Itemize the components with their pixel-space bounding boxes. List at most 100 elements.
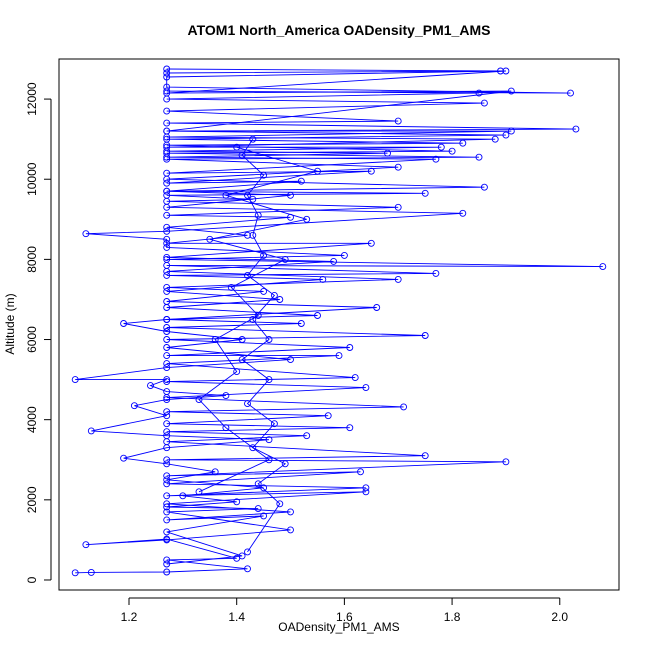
data-point: [222, 392, 230, 400]
data-point: [362, 484, 370, 492]
data-point: [163, 223, 171, 231]
data-point: [260, 251, 268, 259]
data-point: [244, 565, 251, 573]
data-point: [163, 508, 171, 516]
data-point: [163, 412, 171, 420]
data-point: [244, 400, 251, 408]
data-point: [163, 87, 171, 95]
data-point: [249, 444, 257, 452]
data-point: [163, 107, 171, 115]
data-point: [475, 153, 483, 161]
data-point: [120, 454, 128, 462]
x-tick-label: 2.0: [551, 610, 568, 624]
data-point: [163, 560, 171, 568]
series-line: [241, 138, 287, 553]
data-point: [254, 480, 262, 488]
data-point: [265, 456, 273, 464]
data-point: [254, 505, 262, 513]
x-tick-label: 1.4: [228, 610, 245, 624]
series-line: [75, 68, 603, 574]
data-point: [249, 135, 257, 143]
data-point: [163, 480, 171, 488]
data-point: [303, 432, 311, 440]
data-point: [163, 428, 171, 436]
data-point: [195, 396, 203, 404]
data-point: [195, 488, 203, 496]
data-point: [335, 352, 343, 360]
data-point: [163, 516, 171, 524]
data-point: [163, 239, 171, 247]
data-point: [421, 332, 429, 339]
data-point: [297, 320, 305, 327]
data-point: [324, 412, 332, 420]
data-point: [163, 133, 171, 141]
data-point: [222, 191, 230, 199]
data-point: [459, 209, 467, 217]
data-point: [244, 191, 251, 199]
data-point: [314, 167, 321, 175]
data-point: [163, 316, 171, 323]
series-layer: [71, 65, 607, 577]
y-tick-label: 0: [25, 576, 39, 583]
x-tick-label: 1.6: [336, 610, 353, 624]
data-point: [163, 394, 171, 402]
data-point: [163, 396, 171, 404]
data-point: [163, 336, 171, 343]
plot-frame: [58, 58, 620, 591]
data-point: [367, 167, 375, 175]
data-point: [233, 143, 241, 151]
data-point: [281, 460, 289, 468]
data-point: [163, 69, 171, 77]
data-point: [163, 364, 171, 372]
x-tick-label: 1.8: [444, 610, 461, 624]
data-point: [567, 89, 574, 97]
data-point: [265, 436, 273, 444]
data-point: [340, 251, 348, 259]
data-point: [233, 498, 241, 506]
data-point: [163, 476, 171, 484]
data-point: [394, 275, 402, 283]
chart-title: ATOM1 North_America OADensity_PM1_AMS: [188, 22, 491, 38]
y-axis: 0 2000 4000 6000 8000 10000 12000: [25, 82, 52, 583]
data-point: [163, 119, 171, 127]
data-point: [260, 512, 268, 520]
data-point: [163, 472, 171, 480]
data-point: [281, 255, 289, 263]
data-point: [163, 324, 171, 331]
data-point: [120, 320, 128, 327]
data-point: [346, 424, 354, 432]
data-point: [238, 552, 246, 560]
data-point: [163, 143, 171, 151]
y-tick-label: 8000: [25, 246, 39, 273]
data-point: [394, 117, 402, 125]
data-point: [502, 131, 510, 139]
data-point: [394, 163, 402, 171]
data-point: [163, 73, 171, 81]
data-point: [244, 271, 251, 279]
data-point: [265, 376, 273, 384]
data-point: [233, 368, 241, 376]
data-point: [287, 508, 294, 516]
series-line: [198, 146, 320, 493]
data-point: [163, 344, 171, 351]
data-point: [260, 484, 268, 492]
data-point: [357, 468, 364, 476]
data-point: [163, 568, 171, 576]
data-point: [71, 376, 79, 384]
data-point: [163, 408, 171, 416]
data-point: [163, 255, 171, 263]
data-point: [260, 171, 268, 179]
data-point: [400, 403, 408, 411]
data-point: [270, 291, 278, 299]
data-point: [163, 153, 171, 161]
data-point: [163, 328, 171, 335]
data-point: [87, 568, 95, 576]
data-point: [163, 179, 171, 187]
data-point: [314, 312, 321, 319]
data-point: [238, 151, 246, 159]
data-point: [163, 298, 171, 305]
data-point: [163, 211, 171, 219]
data-point: [330, 257, 338, 265]
data-point: [163, 438, 171, 446]
data-point: [163, 536, 171, 544]
